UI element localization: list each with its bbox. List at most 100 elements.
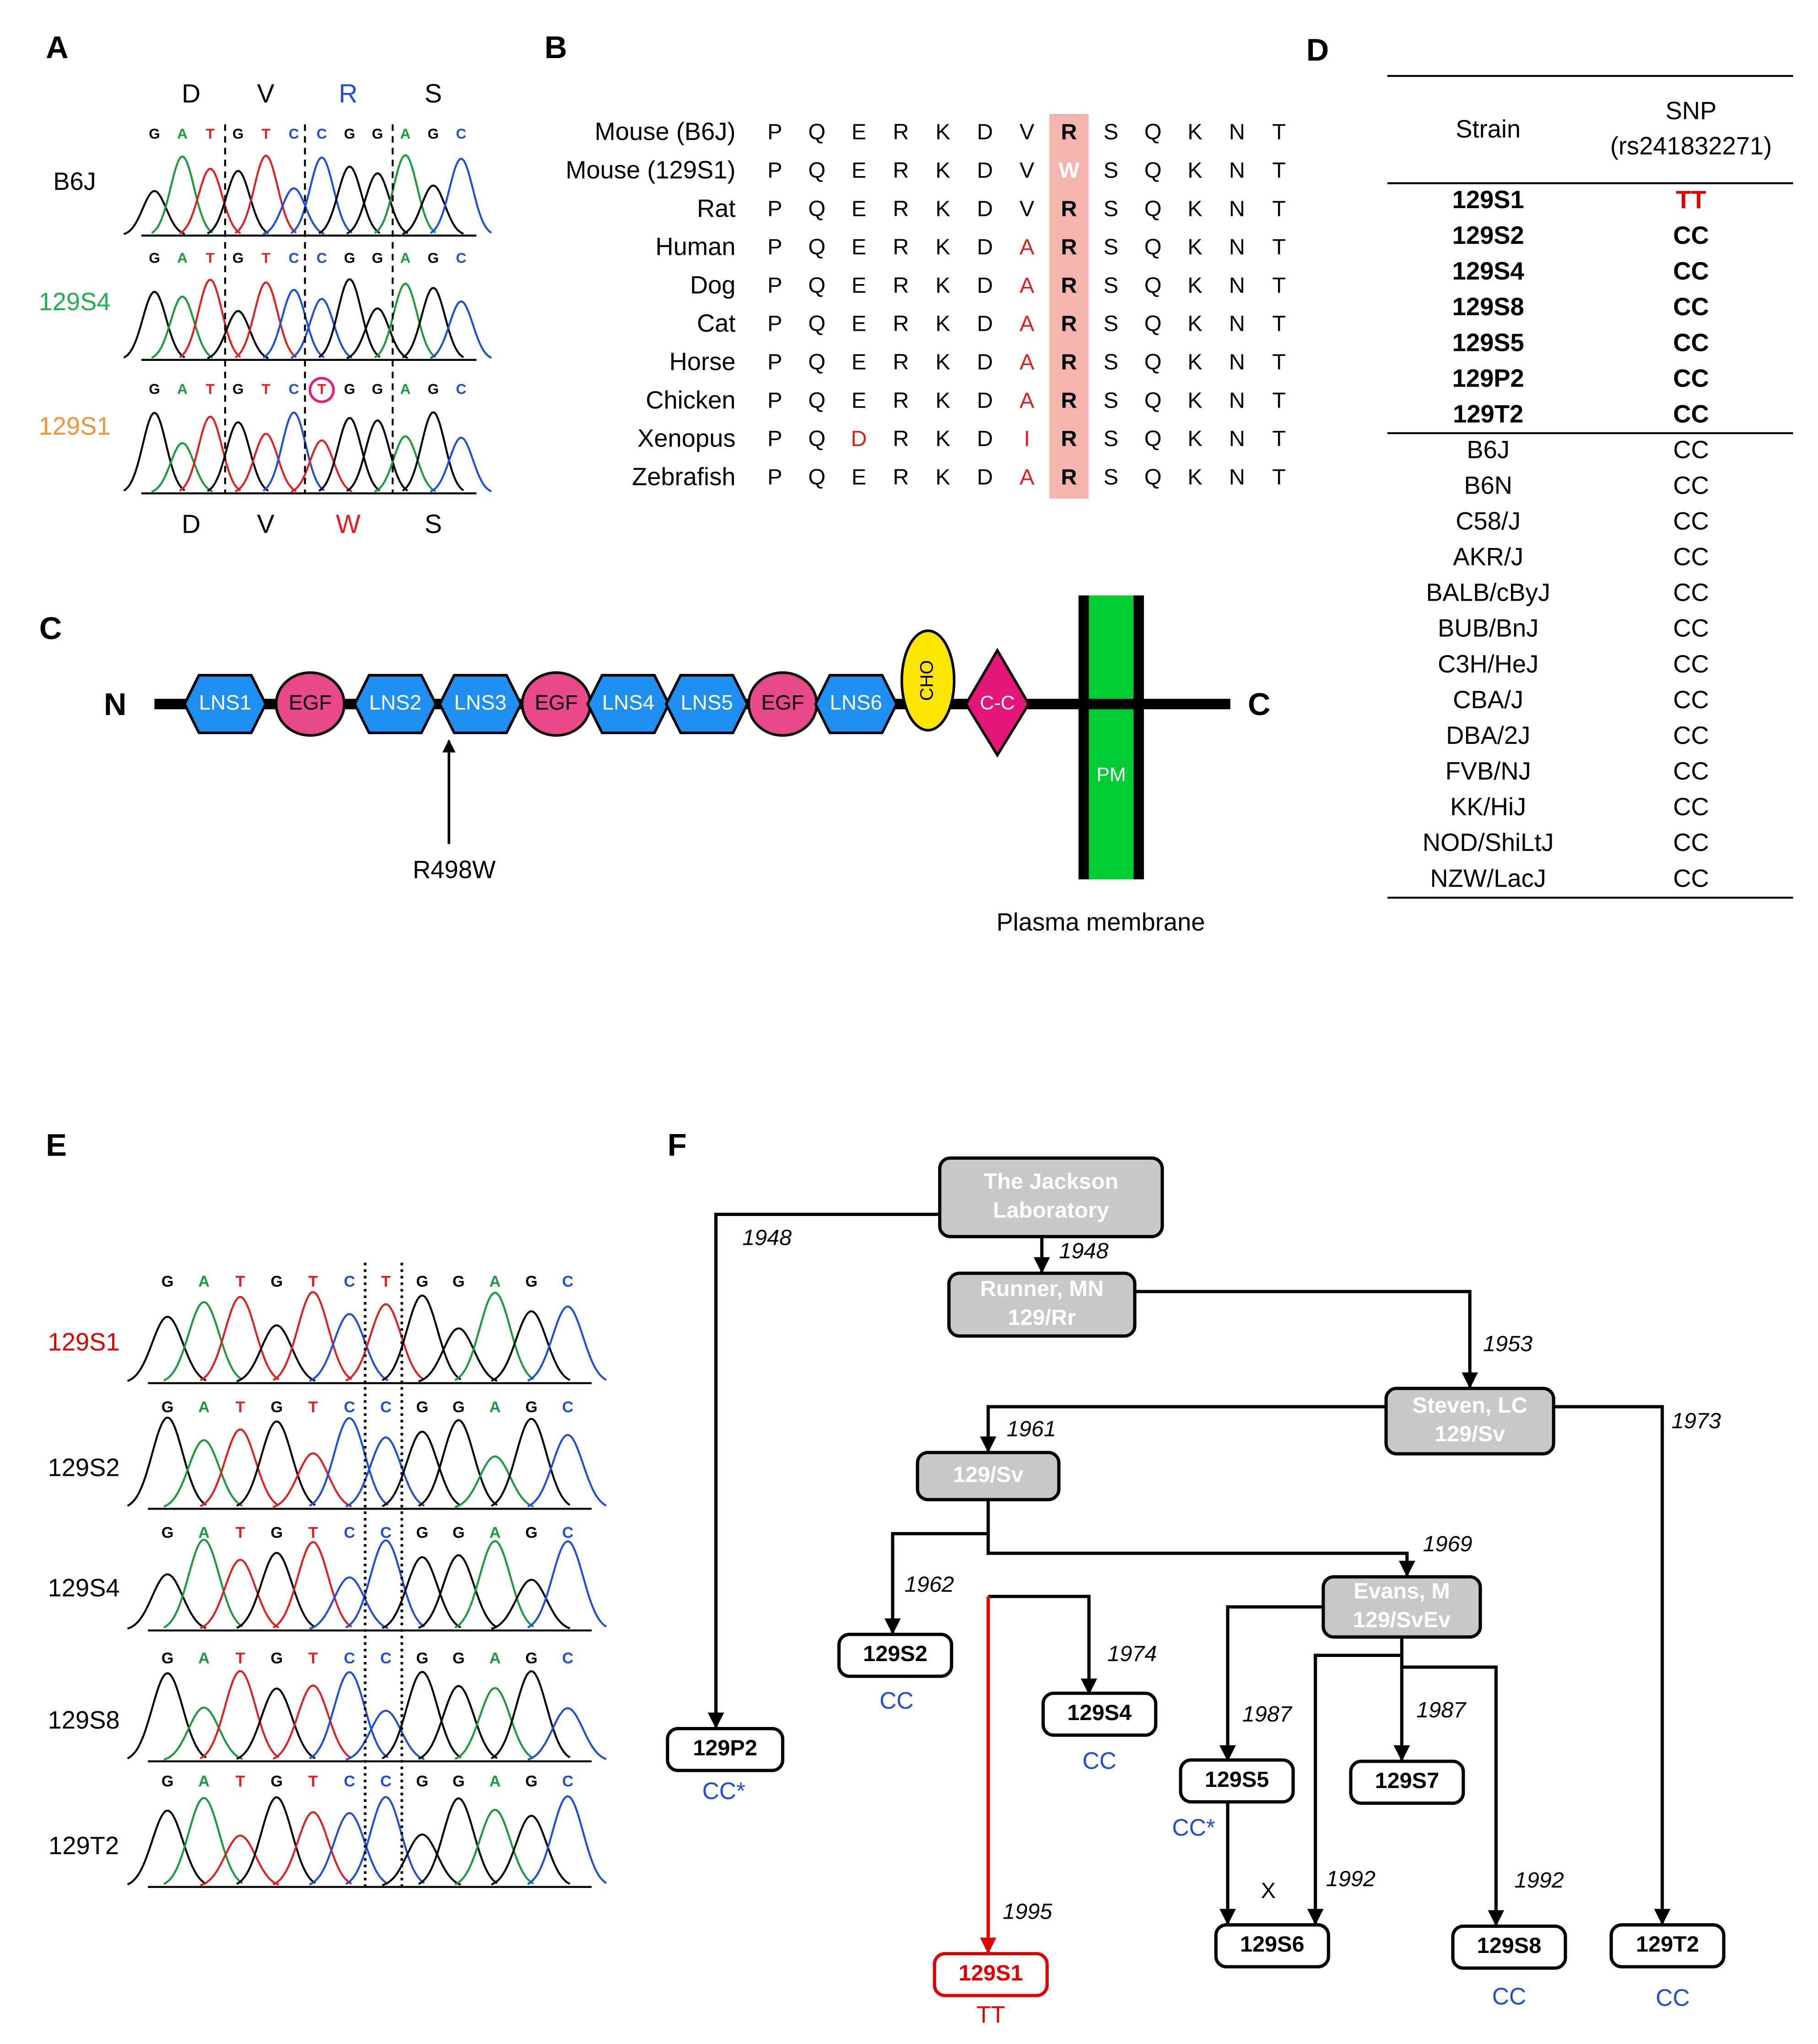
trace-peak [454,1687,534,1760]
species-name: Rat [697,194,736,222]
species-name: Chicken [646,386,735,414]
trace-peak [346,172,409,235]
table-cell: CC [1673,293,1709,321]
residue: S [1104,235,1118,259]
table-cell: C58/J [1456,507,1521,535]
table-cell: CC [1673,221,1709,249]
base-call: T [381,1273,391,1290]
residue: Q [808,196,825,221]
base-call: T [236,1399,245,1416]
trace-peak [200,1834,280,1886]
base-call: C [344,1399,355,1416]
residue: T [1272,426,1286,451]
sample-name: 129S8 [48,1706,120,1734]
residue: T [1272,465,1286,489]
residue: R [1061,196,1077,221]
base-call: T [206,381,215,397]
base-call: A [400,381,410,397]
residue: E [852,158,866,183]
edge-year: 1962 [905,1572,954,1597]
residue: K [935,465,950,489]
residue: Q [808,158,825,183]
residue: D [977,350,993,375]
trace-peak [179,279,241,358]
residue: E [852,312,866,336]
trace-peak [374,154,437,234]
trace-peak [236,1324,316,1382]
residue: S [1104,158,1118,183]
residue: A [1020,350,1035,375]
lineage-node [1451,1924,1567,1970]
base-call: T [262,381,270,397]
domain-label: PM [1096,764,1126,786]
genotype: CC* [702,1777,745,1804]
trace-peak [163,1301,243,1382]
base-call: G [344,126,355,142]
residue: A [1020,388,1035,413]
residue: E [852,196,866,221]
trace-peak [207,421,269,492]
residue: W [1058,158,1079,183]
trace-peak [151,442,213,493]
trace-peak [163,1797,243,1885]
base-call: A [198,1273,210,1290]
base-call: T [262,126,270,142]
trace-peak [418,1327,498,1382]
base-call: C [289,126,299,142]
residue: E [852,350,866,375]
residue: K [1187,158,1202,183]
edge-year: 1987 [1242,1702,1293,1727]
trace-peak [207,170,269,235]
trace-peak [491,1670,571,1759]
base-call: G [344,381,355,397]
table-cell: BUB/BnJ [1438,614,1538,642]
residue: N [1229,465,1245,489]
edge-year: 1987 [1416,1698,1467,1722]
trace-peak [127,1316,207,1382]
trace-peak [402,287,464,359]
codon: V [257,510,275,539]
residue: K [935,426,950,451]
lineage-edge [980,1405,1387,1453]
table-cell: CC [1673,721,1709,749]
node-label: 129P2 [693,1736,757,1760]
node-label: 129/Rr [1008,1305,1076,1330]
membrane-label: Plasma membrane [997,908,1205,936]
base-call: G [372,381,383,397]
residue: E [852,273,866,298]
trace-peak [527,1707,607,1761]
edge-year: 1995 [1003,1899,1052,1924]
base-call: A [489,1399,501,1416]
species-name: Mouse (B6J) [595,118,736,145]
base-call: C [344,1273,355,1290]
lineage-node [666,1727,785,1772]
residue: N [1229,350,1245,375]
domain-label: EGF [289,691,332,714]
residue: K [1187,196,1202,221]
residue: T [1272,273,1286,298]
residue: A [1020,273,1035,298]
trace-peak [345,1796,425,1885]
trace-peak [290,156,353,234]
base-call: G [270,1399,283,1416]
trace-peak [346,419,409,492]
terminus: N [104,687,127,722]
residue: P [767,235,782,259]
residue: P [767,388,782,413]
node-label: 129S5 [1205,1767,1269,1792]
residue: R [1061,235,1077,259]
lineage-edge [1554,1405,1671,1926]
trace-peak [454,1291,534,1381]
node-label: 129S8 [1477,1933,1542,1958]
residue: K [1187,426,1202,451]
table-cell: CC [1673,864,1709,892]
table-cell: AKR/J [1453,543,1523,571]
lns-domain [183,674,267,734]
trace-peak [309,1313,388,1382]
trace-peak [272,1811,352,1886]
trace-peak [491,1310,571,1382]
edge-label: X [1261,1878,1275,1903]
trace-peak [272,1452,352,1508]
trace-peak [235,433,297,493]
trace-peak [527,1795,607,1885]
